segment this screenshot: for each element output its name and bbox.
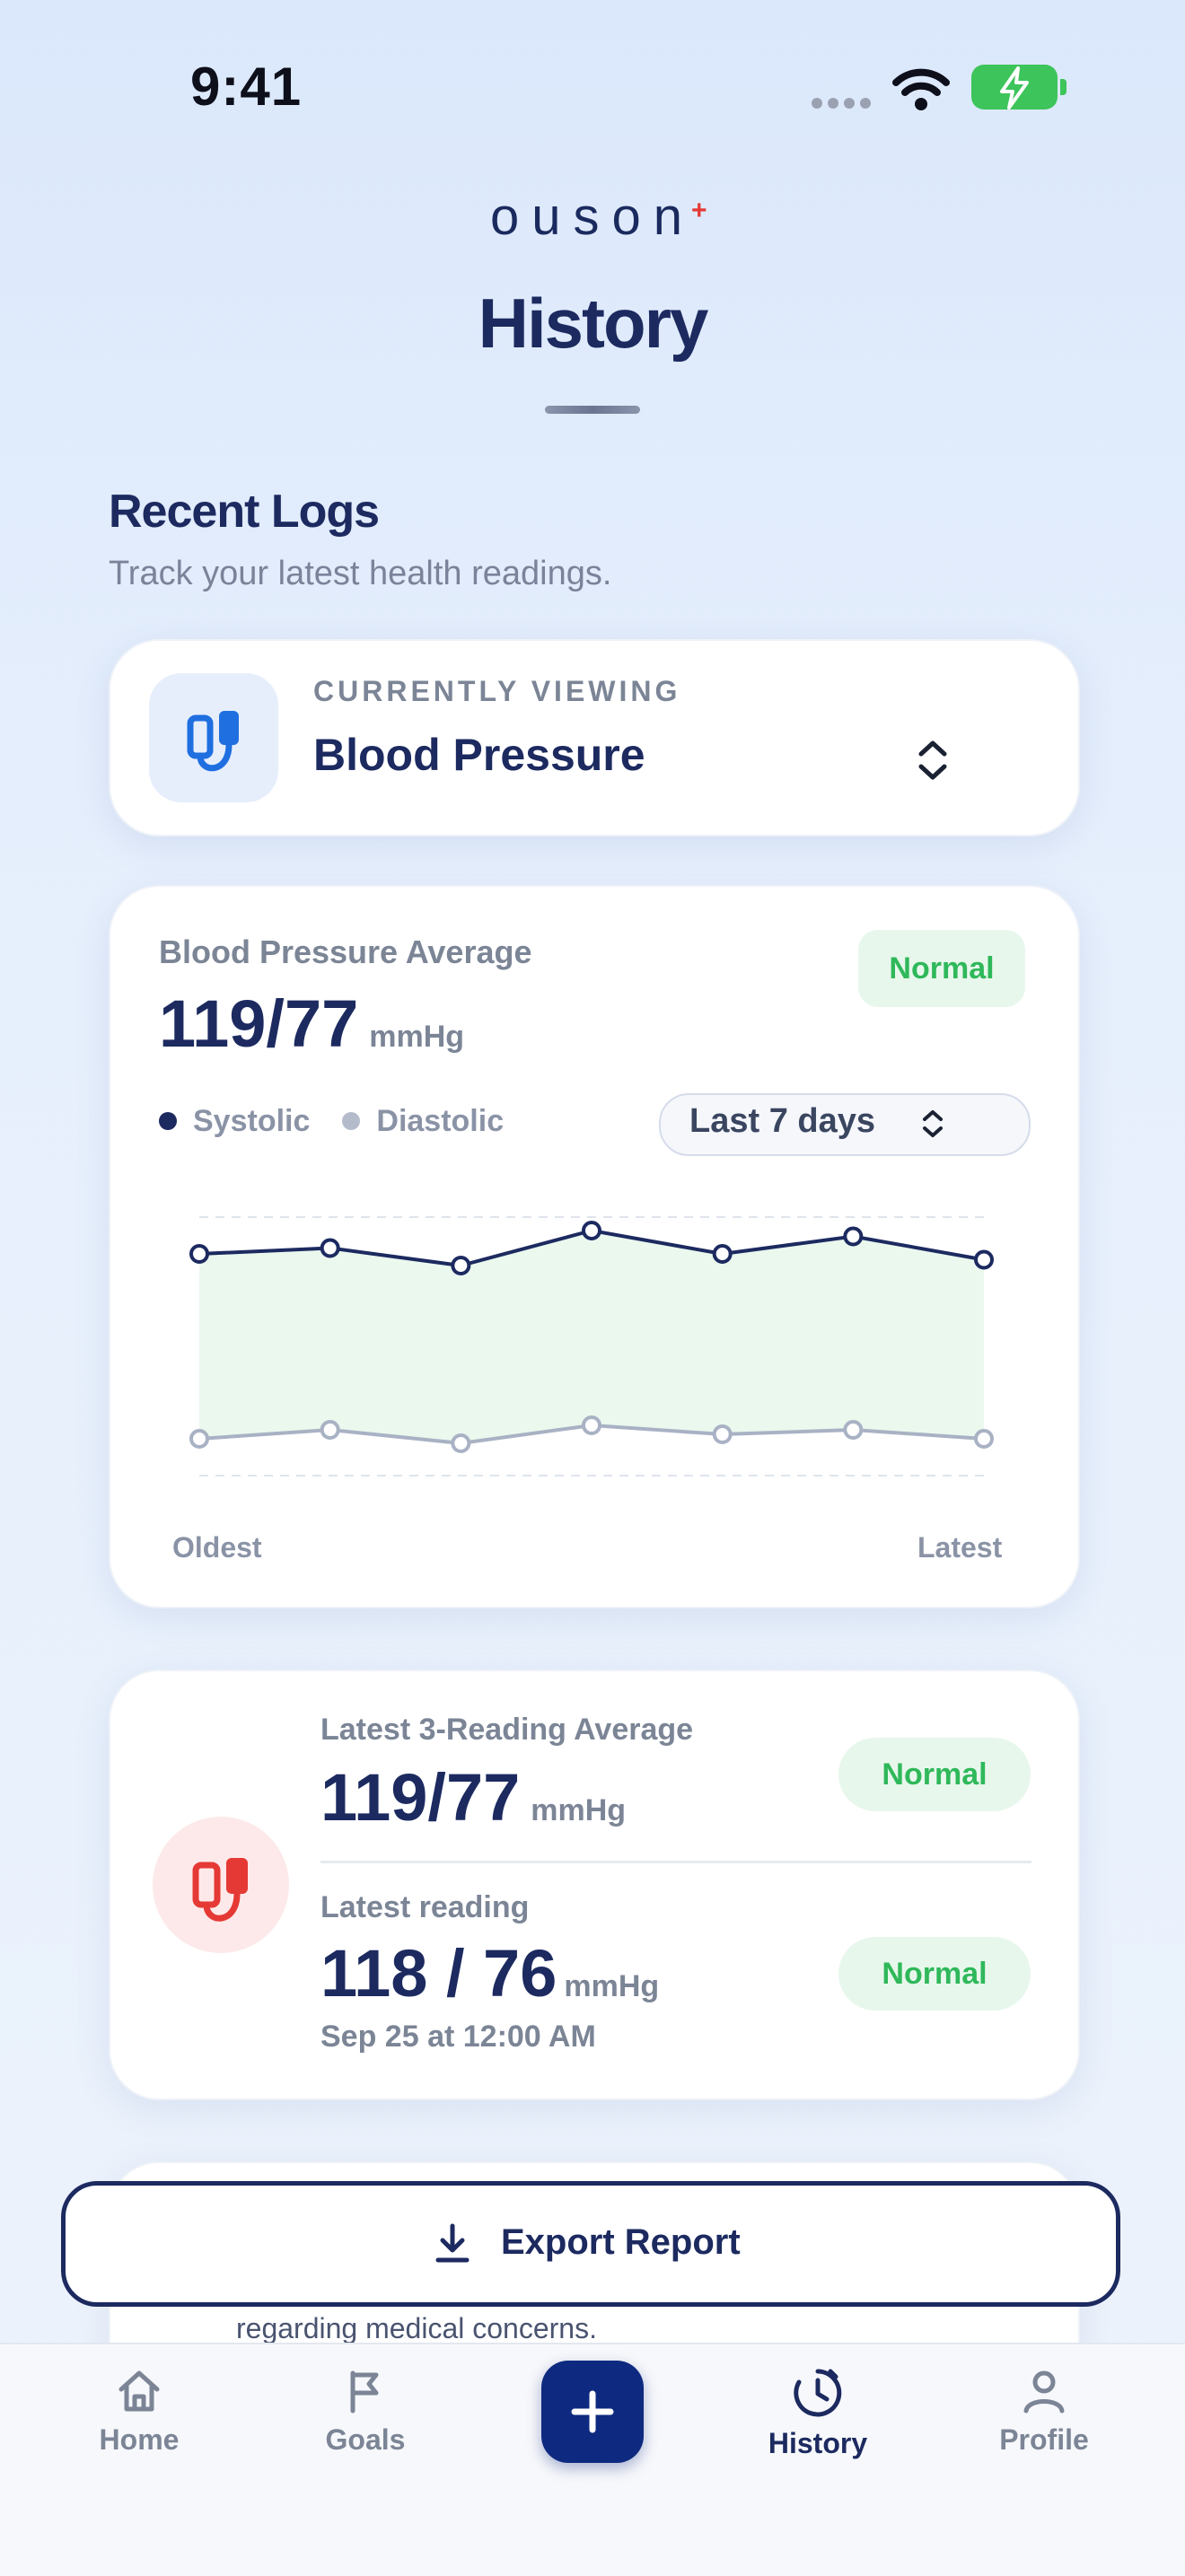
normal-range-band [199,1231,984,1443]
systolic-point [451,1256,471,1275]
wifi-icon [892,68,950,110]
systolic-point [189,1244,209,1264]
brand-logo: ouson [489,188,696,246]
history-icon [794,2369,842,2417]
add-reading-button[interactable] [541,2361,644,2463]
section-title: Recent Logs [109,486,380,538]
average-value: 119/77 mmHg [159,986,464,1062]
diastolic-legend-dot [342,1112,361,1131]
bp-line-chart [189,1216,994,1476]
systolic-point [582,1221,601,1240]
export-report-label: Export Report [501,2222,741,2262]
x-axis-end-label: Latest [917,1531,1003,1564]
status-badge: Normal [838,1937,1031,2011]
latest-reading-number: 118 / 76 [320,1936,557,2011]
home-icon [118,2370,160,2412]
tab-profile-label: Profile [999,2423,1089,2456]
legend-systolic: Systolic [193,1104,311,1138]
status-badge: Normal [858,930,1025,1007]
range-selector[interactable] [659,1093,1031,1156]
disclaimer-text: regarding medical concerns. [236,2312,597,2344]
status-time: 9:41 [190,57,303,117]
three-reading-average-number: 119/77 [320,1760,521,1835]
blood-pressure-cuff-icon [153,1817,289,1953]
download-icon [435,2223,470,2263]
diastolic-point [320,1420,340,1440]
tab-goals-label: Goals [325,2423,406,2456]
tab-home[interactable]: Home [67,2366,211,2457]
latest-reading-unit: mmHg [564,1969,660,2003]
average-number: 119/77 [159,986,359,1061]
chevron-updown-icon[interactable] [914,738,952,783]
plus-icon [571,2390,614,2433]
x-axis-start-label: Oldest [172,1531,262,1564]
title-underline [545,406,640,414]
diastolic-point [582,1415,601,1435]
range-label: Last 7 days [689,1102,875,1140]
status-badge: Normal [838,1738,1031,1811]
tab-history[interactable]: History [746,2366,890,2460]
export-report-button[interactable] [61,2181,1120,2307]
diastolic-point [843,1420,864,1440]
page-title: History [478,284,709,363]
legend-diastolic: Diastolic [376,1104,505,1138]
profile-icon [1023,2370,1065,2414]
viewing-label: CURRENTLY VIEWING [313,675,681,707]
latest-reading-date: Sep 25 at 12:00 AM [320,2020,596,2054]
systolic-legend-dot [159,1112,177,1131]
diastolic-point [712,1424,733,1444]
diastolic-point [451,1433,471,1453]
systolic-point [843,1226,864,1247]
brand-plus-icon: + [691,196,707,225]
chart-legend: Systolic Diastolic [159,1104,504,1139]
diastolic-point [189,1429,209,1449]
tab-profile[interactable]: Profile [972,2366,1116,2457]
battery-tip [1060,79,1066,95]
three-reading-average-label: Latest 3-Reading Average [320,1713,694,1747]
latest-reading-value: 118 / 76 mmHg [320,1935,659,2011]
charging-bolt-icon [1000,66,1029,110]
divider [320,1861,1031,1863]
blood-pressure-cuff-icon [149,673,278,802]
signal-dots-icon [812,97,876,113]
systolic-point [320,1238,340,1258]
viewing-value: Blood Pressure [313,730,645,780]
three-reading-average-value: 119/77 mmHg [320,1759,626,1836]
diastolic-point [974,1429,994,1449]
tab-home-label: Home [99,2423,180,2456]
systolic-point [712,1244,733,1264]
average-label: Blood Pressure Average [159,933,532,970]
latest-reading-label: Latest reading [320,1890,530,1924]
tab-goals[interactable]: Goals [294,2366,437,2457]
tab-history-label: History [768,2427,868,2459]
average-unit: mmHg [369,1020,465,1054]
flag-icon [350,2370,379,2414]
chevron-updown-icon [923,1110,943,1137]
three-reading-average-unit: mmHg [531,1793,627,1827]
systolic-point [974,1249,994,1270]
section-subtitle: Track your latest health readings. [109,555,612,592]
